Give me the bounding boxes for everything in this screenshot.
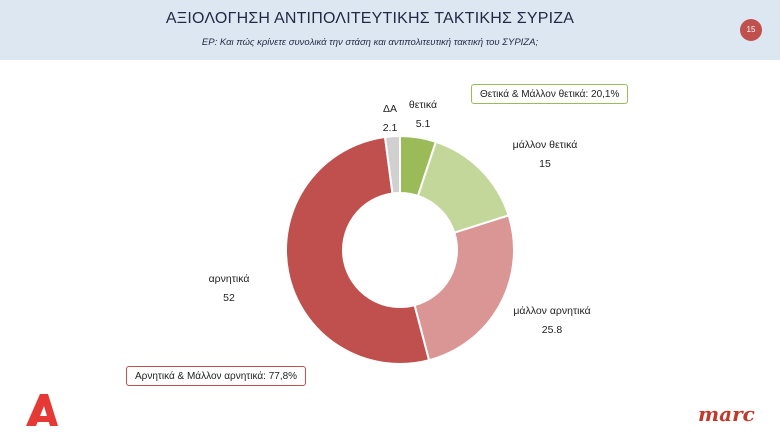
slice-label-1: θετικά	[409, 99, 437, 111]
chart-labels: θετικά 5.1 μάλλον θετικά 15 μάλλον αρνητικά 2…	[209, 99, 591, 336]
slice-value-3: 25.8	[542, 324, 563, 336]
survey-question: ΕΡ: Και πώς κρίνετε συνολικά την στάση κ…	[201, 37, 539, 48]
page-number-badge: 15	[740, 19, 762, 41]
slice-label-2: μάλλον θετικά	[513, 139, 578, 151]
slice-value-2: 15	[539, 158, 551, 170]
slice-value-1: 5.1	[416, 118, 431, 130]
slice-label-3: μάλλον αρνητικά	[513, 305, 590, 317]
slice-5	[383, 134, 401, 195]
alpha-logo-icon	[26, 394, 58, 426]
slice-3	[413, 214, 515, 362]
slice-label-4: αρνητικά	[209, 273, 250, 285]
positive-total-callout: Θετικά & Μάλλον θετικά: 20,1%	[471, 84, 629, 104]
slice-value-4: 52	[223, 292, 235, 304]
slice-4	[285, 135, 431, 365]
chart-slices	[285, 134, 515, 365]
header-bar	[0, 0, 780, 60]
slice-label-5: ΔΑ	[383, 103, 397, 115]
slice-value-5: 2.1	[383, 122, 398, 134]
page-title: ΑΞΙΟΛΟΓΗΣΗ ΑΝΤΙΠΟΛΙΤΕΥΤΙΚΗΣ ΤΑΚΤΙΚΗΣ ΣΥΡ…	[165, 10, 575, 27]
marc-logo: marc	[698, 402, 755, 426]
negative-total-callout: Αρνητικά & Μάλλον αρνητικά: 77,8%	[126, 366, 307, 386]
